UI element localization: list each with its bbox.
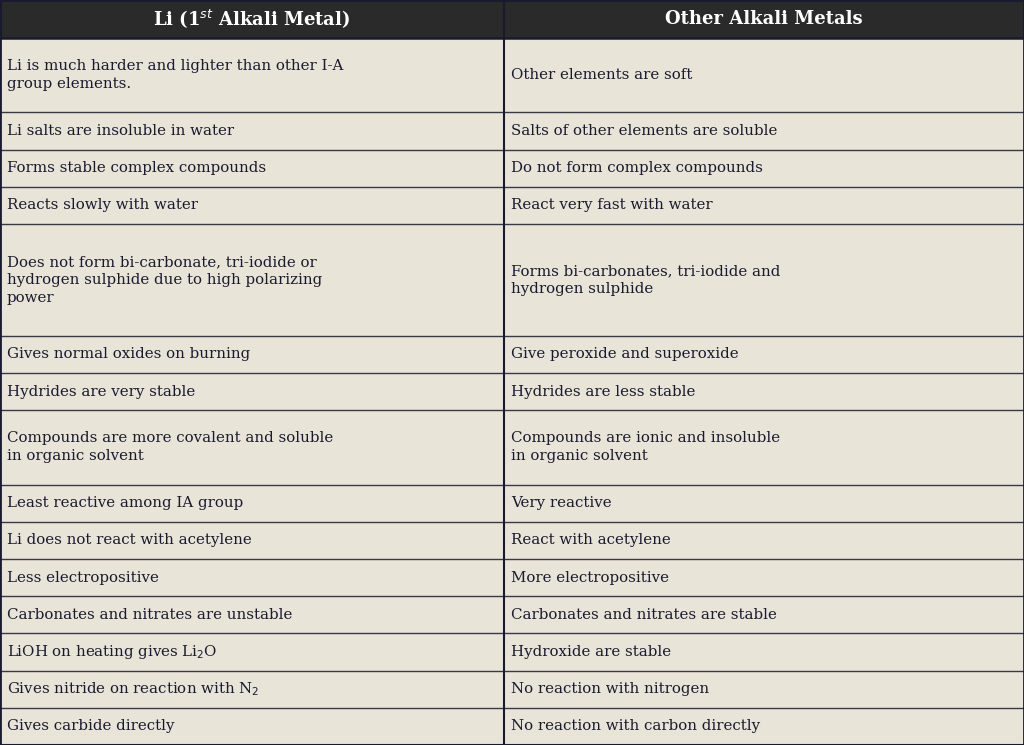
Bar <box>504 559 1024 596</box>
Text: Do not form complex compounds: Do not form complex compounds <box>511 161 763 175</box>
Bar <box>504 150 1024 187</box>
Text: Gives nitride on reaction with N$_2$: Gives nitride on reaction with N$_2$ <box>7 680 259 698</box>
Bar <box>0 670 504 708</box>
Bar <box>0 224 504 336</box>
Bar <box>0 522 504 559</box>
Text: Salts of other elements are soluble: Salts of other elements are soluble <box>511 124 777 138</box>
Text: No reaction with nitrogen: No reaction with nitrogen <box>511 682 709 696</box>
Text: Gives normal oxides on burning: Gives normal oxides on burning <box>7 347 250 361</box>
Text: Forms stable complex compounds: Forms stable complex compounds <box>7 161 266 175</box>
Bar <box>0 373 504 410</box>
Bar <box>0 484 504 522</box>
Bar <box>0 336 504 373</box>
Text: Carbonates and nitrates are unstable: Carbonates and nitrates are unstable <box>7 608 293 622</box>
Text: React very fast with water: React very fast with water <box>511 198 713 212</box>
Text: More electropositive: More electropositive <box>511 571 669 585</box>
Text: Give peroxide and superoxide: Give peroxide and superoxide <box>511 347 738 361</box>
Text: Reacts slowly with water: Reacts slowly with water <box>7 198 198 212</box>
Text: Li is much harder and lighter than other I-A
group elements.: Li is much harder and lighter than other… <box>7 60 343 91</box>
Bar <box>504 484 1024 522</box>
Bar <box>504 336 1024 373</box>
Text: Gives carbide directly: Gives carbide directly <box>7 720 174 733</box>
Bar <box>504 224 1024 336</box>
Text: No reaction with carbon directly: No reaction with carbon directly <box>511 720 760 733</box>
Bar <box>0 0 504 38</box>
Bar <box>504 112 1024 150</box>
Text: Li (1$^{st}$ Alkali Metal): Li (1$^{st}$ Alkali Metal) <box>154 7 350 31</box>
Text: Hydrides are very stable: Hydrides are very stable <box>7 384 196 399</box>
Text: Other Alkali Metals: Other Alkali Metals <box>666 10 862 28</box>
Bar <box>0 410 504 484</box>
Bar <box>0 633 504 670</box>
Bar <box>504 708 1024 745</box>
Bar <box>0 708 504 745</box>
Bar <box>0 187 504 224</box>
Text: Other elements are soft: Other elements are soft <box>511 69 692 82</box>
Text: Hydrides are less stable: Hydrides are less stable <box>511 384 695 399</box>
Text: Less electropositive: Less electropositive <box>7 571 159 585</box>
Bar <box>504 38 1024 112</box>
Bar <box>0 596 504 633</box>
Text: LiOH on heating gives Li$_2$O: LiOH on heating gives Li$_2$O <box>7 643 217 661</box>
Text: Does not form bi-carbonate, tri-iodide or
hydrogen sulphide due to high polarizi: Does not form bi-carbonate, tri-iodide o… <box>7 255 323 305</box>
Bar <box>0 112 504 150</box>
Bar <box>504 633 1024 670</box>
Bar <box>0 559 504 596</box>
Text: Li does not react with acetylene: Li does not react with acetylene <box>7 533 252 548</box>
Text: React with acetylene: React with acetylene <box>511 533 671 548</box>
Bar <box>504 187 1024 224</box>
Bar <box>504 670 1024 708</box>
Text: Hydroxide are stable: Hydroxide are stable <box>511 645 671 659</box>
Text: Very reactive: Very reactive <box>511 496 611 510</box>
Text: Li salts are insoluble in water: Li salts are insoluble in water <box>7 124 234 138</box>
Bar <box>504 410 1024 484</box>
Bar <box>504 596 1024 633</box>
Bar <box>0 38 504 112</box>
Bar <box>504 522 1024 559</box>
Text: Least reactive among IA group: Least reactive among IA group <box>7 496 244 510</box>
Text: Compounds are more covalent and soluble
in organic solvent: Compounds are more covalent and soluble … <box>7 431 333 463</box>
Text: Compounds are ionic and insoluble
in organic solvent: Compounds are ionic and insoluble in org… <box>511 431 780 463</box>
Text: Carbonates and nitrates are stable: Carbonates and nitrates are stable <box>511 608 776 622</box>
Text: Forms bi-carbonates, tri-iodide and
hydrogen sulphide: Forms bi-carbonates, tri-iodide and hydr… <box>511 264 780 296</box>
Bar <box>504 0 1024 38</box>
Bar <box>0 150 504 187</box>
Bar <box>504 373 1024 410</box>
